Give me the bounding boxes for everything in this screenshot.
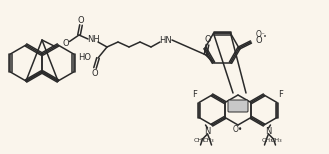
Text: N: N (265, 126, 272, 136)
Text: F: F (192, 90, 197, 99)
Text: O⁻: O⁻ (256, 30, 266, 38)
Text: O: O (204, 35, 211, 44)
Text: N: N (204, 126, 211, 136)
Text: Abs: Abs (232, 103, 244, 109)
Text: O•: O• (233, 124, 243, 134)
Text: CH₃: CH₃ (262, 138, 273, 142)
Text: •: • (263, 34, 267, 40)
Text: CH₃: CH₃ (194, 138, 205, 142)
Text: CH₃: CH₃ (203, 138, 214, 142)
Text: O: O (78, 16, 84, 24)
Text: HN: HN (160, 36, 172, 45)
Text: NH: NH (88, 34, 100, 43)
Text: CH₃: CH₃ (271, 138, 282, 142)
Text: O: O (92, 69, 98, 77)
Text: HO: HO (79, 53, 91, 61)
Text: F: F (279, 90, 283, 99)
Text: O: O (256, 36, 262, 45)
Text: O: O (63, 38, 69, 47)
FancyBboxPatch shape (228, 100, 248, 112)
